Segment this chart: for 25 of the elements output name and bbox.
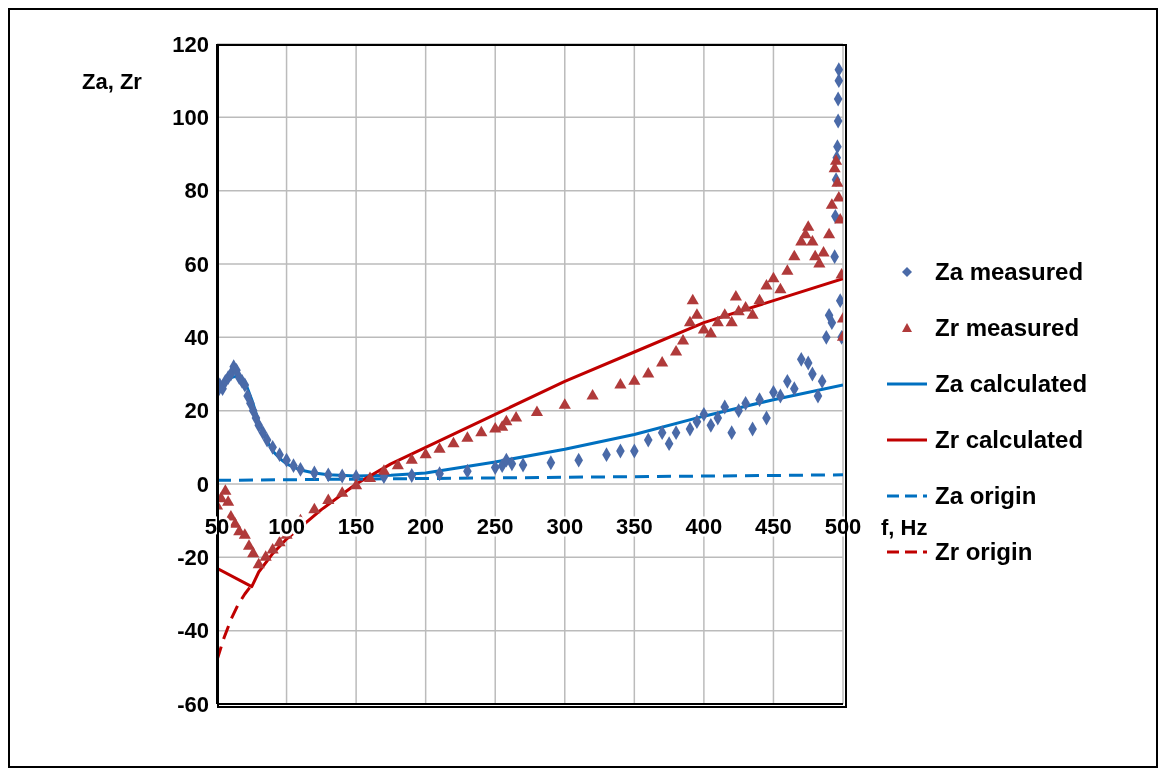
x-tick-label: 350 bbox=[615, 514, 653, 540]
x-tick-label: 450 bbox=[755, 514, 792, 540]
y-tick-label: -60 bbox=[177, 691, 209, 717]
legend-label: Zr calculated bbox=[935, 426, 1084, 454]
legend-label: Zr origin bbox=[935, 538, 1033, 566]
legend-label: Zr measured bbox=[935, 314, 1080, 342]
x-axis-title: f, Hz bbox=[881, 514, 928, 541]
x-tick-label: 400 bbox=[685, 514, 723, 540]
legend-label: Za origin bbox=[935, 482, 1037, 510]
y-tick-label: -20 bbox=[177, 545, 209, 571]
y-tick-label: 120 bbox=[172, 31, 209, 57]
y-tick-label: 60 bbox=[184, 251, 209, 277]
y-tick-label: 20 bbox=[184, 398, 209, 424]
legend-label: Za measured bbox=[935, 258, 1084, 286]
legend-label: Za calculated bbox=[935, 370, 1088, 398]
x-tick-label: 200 bbox=[407, 514, 445, 540]
y-tick-label: 40 bbox=[184, 325, 209, 351]
y-tick-label: 0 bbox=[196, 471, 209, 497]
x-tick-label: 300 bbox=[546, 514, 584, 540]
y-tick-label: 100 bbox=[172, 105, 209, 131]
x-tick-label: 150 bbox=[337, 514, 375, 540]
y-axis-title: Za, Zr bbox=[82, 69, 142, 95]
x-tick-label: 250 bbox=[476, 514, 514, 540]
y-tick-label: -40 bbox=[177, 618, 209, 644]
y-tick-label: 80 bbox=[184, 178, 209, 204]
